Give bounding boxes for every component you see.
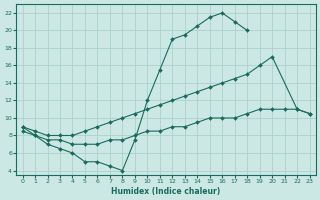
X-axis label: Humidex (Indice chaleur): Humidex (Indice chaleur) <box>111 187 221 196</box>
